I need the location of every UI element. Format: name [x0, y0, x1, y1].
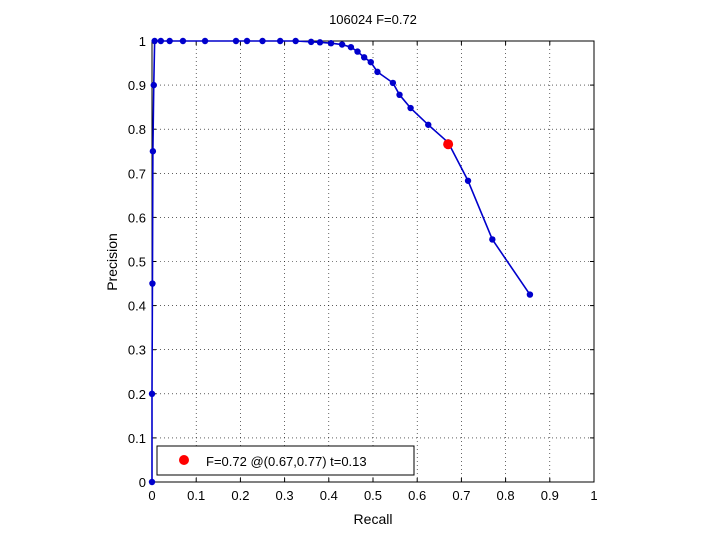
- y-axis-label: Precision: [104, 233, 120, 291]
- x-tick-label: 1: [590, 488, 597, 503]
- x-tick-label: 0.7: [452, 488, 470, 503]
- x-tick-label: 0.9: [541, 488, 559, 503]
- x-tick-label: 0.2: [231, 488, 249, 503]
- data-point: [149, 280, 156, 287]
- data-point: [259, 37, 266, 45]
- data-point: [148, 478, 156, 486]
- data-point: [179, 37, 187, 45]
- x-tick-label: 0.1: [187, 488, 205, 503]
- data-point: [149, 148, 157, 155]
- data-point: [151, 37, 158, 45]
- data-point: [148, 390, 156, 397]
- y-tick-label: 0.6: [128, 210, 146, 225]
- data-point: [374, 68, 381, 76]
- data-point: [425, 121, 432, 128]
- y-tick-label: 0.7: [128, 166, 146, 181]
- x-tick-label: 0.6: [408, 488, 426, 503]
- axis-ticks: 0 0.1 0.2 0.3 0.4 0.5 0.6 0.7 0.8 0.9 1 0 0.1 0.2 0.3 0…: [128, 34, 598, 503]
- x-tick-label: 0.4: [320, 488, 338, 503]
- data-point: [526, 291, 534, 298]
- data-point: [276, 37, 284, 45]
- data-point: [489, 236, 496, 243]
- data-point: [150, 81, 157, 89]
- chart-title: 106024 F=0.72: [329, 12, 417, 27]
- y-tick-label: 0.8: [128, 122, 146, 137]
- y-tick-label: 0.4: [128, 299, 146, 314]
- data-point: [338, 41, 346, 48]
- data-point: [243, 37, 251, 45]
- x-tick-label: 0.5: [364, 488, 382, 503]
- y-tick-label: 1: [139, 34, 146, 49]
- data-point: [407, 104, 414, 112]
- data-point: [367, 58, 374, 66]
- data-point: [389, 79, 397, 87]
- x-axis-label: Recall: [354, 511, 393, 527]
- data-point: [201, 37, 209, 45]
- data-point: [166, 37, 173, 45]
- data-point: [354, 48, 361, 55]
- y-tick-label: 0.2: [128, 387, 146, 402]
- data-point: [327, 40, 335, 47]
- best-point-layer: [443, 139, 454, 150]
- x-tick-label: 0.8: [497, 488, 515, 503]
- y-tick-label: 0.5: [128, 255, 146, 270]
- grid-lines: [152, 41, 594, 482]
- best-f-point: [443, 139, 454, 150]
- data-point: [316, 39, 324, 46]
- data-point: [307, 38, 315, 46]
- data-point: [396, 91, 403, 99]
- data-point: [464, 177, 472, 184]
- legend-marker: [179, 455, 189, 465]
- x-tick-label: 0.3: [276, 488, 294, 503]
- data-point: [347, 43, 355, 51]
- data-point: [232, 37, 240, 45]
- legend: F=0.72 @(0.67,0.77) t=0.13: [156, 445, 415, 476]
- y-tick-label: 0.3: [128, 343, 146, 358]
- y-tick-label: 0: [139, 475, 146, 490]
- legend-box: [156, 445, 415, 476]
- y-tick-label: 0.9: [128, 78, 146, 93]
- x-tick-label: 0: [148, 488, 155, 503]
- data-point: [292, 37, 299, 45]
- legend-label: F=0.72 @(0.67,0.77) t=0.13: [206, 454, 367, 469]
- data-point: [157, 37, 165, 45]
- y-tick-label: 0.1: [128, 431, 146, 446]
- data-point: [360, 54, 368, 61]
